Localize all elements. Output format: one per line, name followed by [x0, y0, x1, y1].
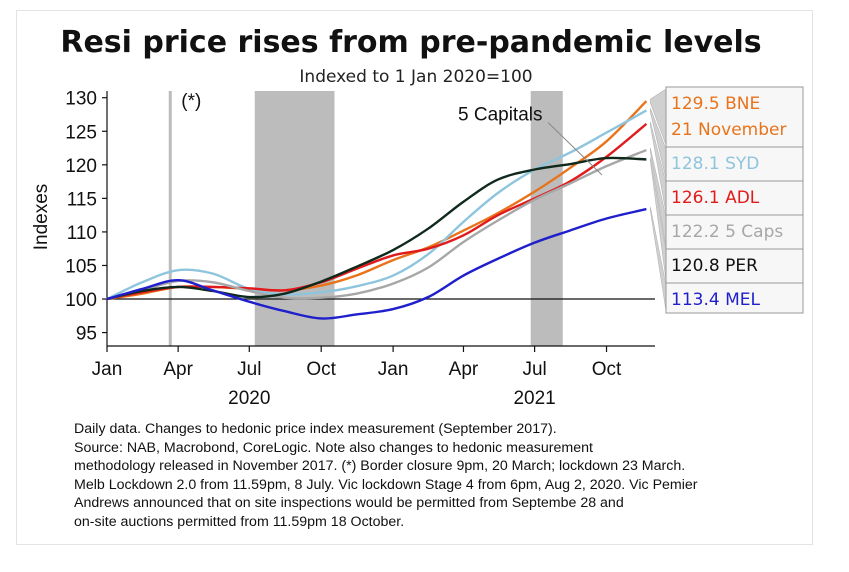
footnote-line: Source: NAB, Macrobond, CoreLogic. Note …: [74, 439, 593, 456]
footnote-line: Melb Lockdown 2.0 from 11.59pm, 8 July. …: [74, 476, 698, 493]
shaded-period: [168, 91, 172, 346]
annotation-arrow: [547, 122, 603, 176]
annotation-text: 5 Capitals: [458, 104, 543, 125]
y-tick-label: 115: [67, 189, 97, 210]
legend-entry-date: 21 November: [671, 120, 786, 140]
x-tick-label: Jan: [92, 359, 123, 380]
y-tick-label: 130: [65, 89, 97, 110]
chart-frame: [16, 10, 813, 545]
series-line-per: [106, 156, 647, 301]
x-tick-label: Apr: [449, 359, 479, 380]
legend-entry: 128.1 SYD: [671, 154, 759, 174]
y-tick-label: 110: [67, 223, 97, 244]
x-year-label: 2020: [228, 388, 270, 409]
footnote-line: Daily data. Changes to hedonic price ind…: [74, 421, 557, 437]
legend: 129.5 BNE 21 November 128.1 SYD 126.1 ADL 12…: [650, 86, 804, 314]
x-tick-label: Oct: [592, 359, 622, 380]
series-line-adl: [106, 122, 648, 301]
legend-box: [665, 214, 804, 250]
y-axis-label: Indexes: [31, 184, 52, 251]
legend-box: [665, 146, 804, 182]
legend-box: [665, 282, 804, 314]
plot-area: 95 100 105 110 115 120 125 130 Jan Apr Jul Oct Jan Ap…: [65, 89, 655, 409]
series-line-5-caps: [106, 148, 647, 301]
x-tick-label: Jul: [522, 359, 546, 380]
y-tick-label: 120: [65, 156, 97, 177]
x-tick-label: Jan: [378, 359, 409, 380]
series-line-syd: [106, 109, 647, 301]
footnote-line: Andrews announced that on site inspectio…: [74, 495, 624, 512]
series-line-mel: [106, 207, 647, 320]
footnote-line: methodology released in November 2017. (…: [74, 458, 686, 475]
chart: Resi price rises from pre-pandemic level…: [31, 25, 804, 409]
chart-title: Resi price rises from pre-pandemic level…: [60, 25, 761, 60]
shaded-period: [530, 91, 563, 346]
x-tick-label: Apr: [163, 359, 193, 380]
x-tick-label: Oct: [306, 359, 336, 380]
legend-entry: 113.4 MEL: [671, 290, 760, 310]
legend-entry: 120.8 PER: [671, 256, 758, 276]
x-year-label: 2021: [513, 388, 555, 409]
footnote-line: on-site auctions permitted from 11.59pm …: [74, 513, 405, 530]
y-tick-label: 125: [65, 122, 97, 143]
y-tick-label: 100: [65, 290, 97, 311]
chart-subtitle: Indexed to 1 Jan 2020=100: [299, 67, 532, 87]
legend-box: [665, 86, 804, 148]
y-tick-label: 105: [65, 256, 97, 277]
legend-box: [665, 248, 804, 284]
x-tick-label: Jul: [237, 359, 261, 380]
legend-entry: 129.5 BNE: [671, 94, 760, 114]
footnotes: Daily data. Changes to hedonic price ind…: [74, 420, 804, 532]
y-tick-label: 95: [76, 324, 97, 345]
legend-entry: 122.2 5 Caps: [671, 222, 783, 242]
annotation-text: (*): [181, 91, 201, 112]
shaded-period: [254, 91, 335, 346]
legend-entry: 126.1 ADL: [671, 188, 760, 208]
legend-box: [665, 180, 804, 216]
